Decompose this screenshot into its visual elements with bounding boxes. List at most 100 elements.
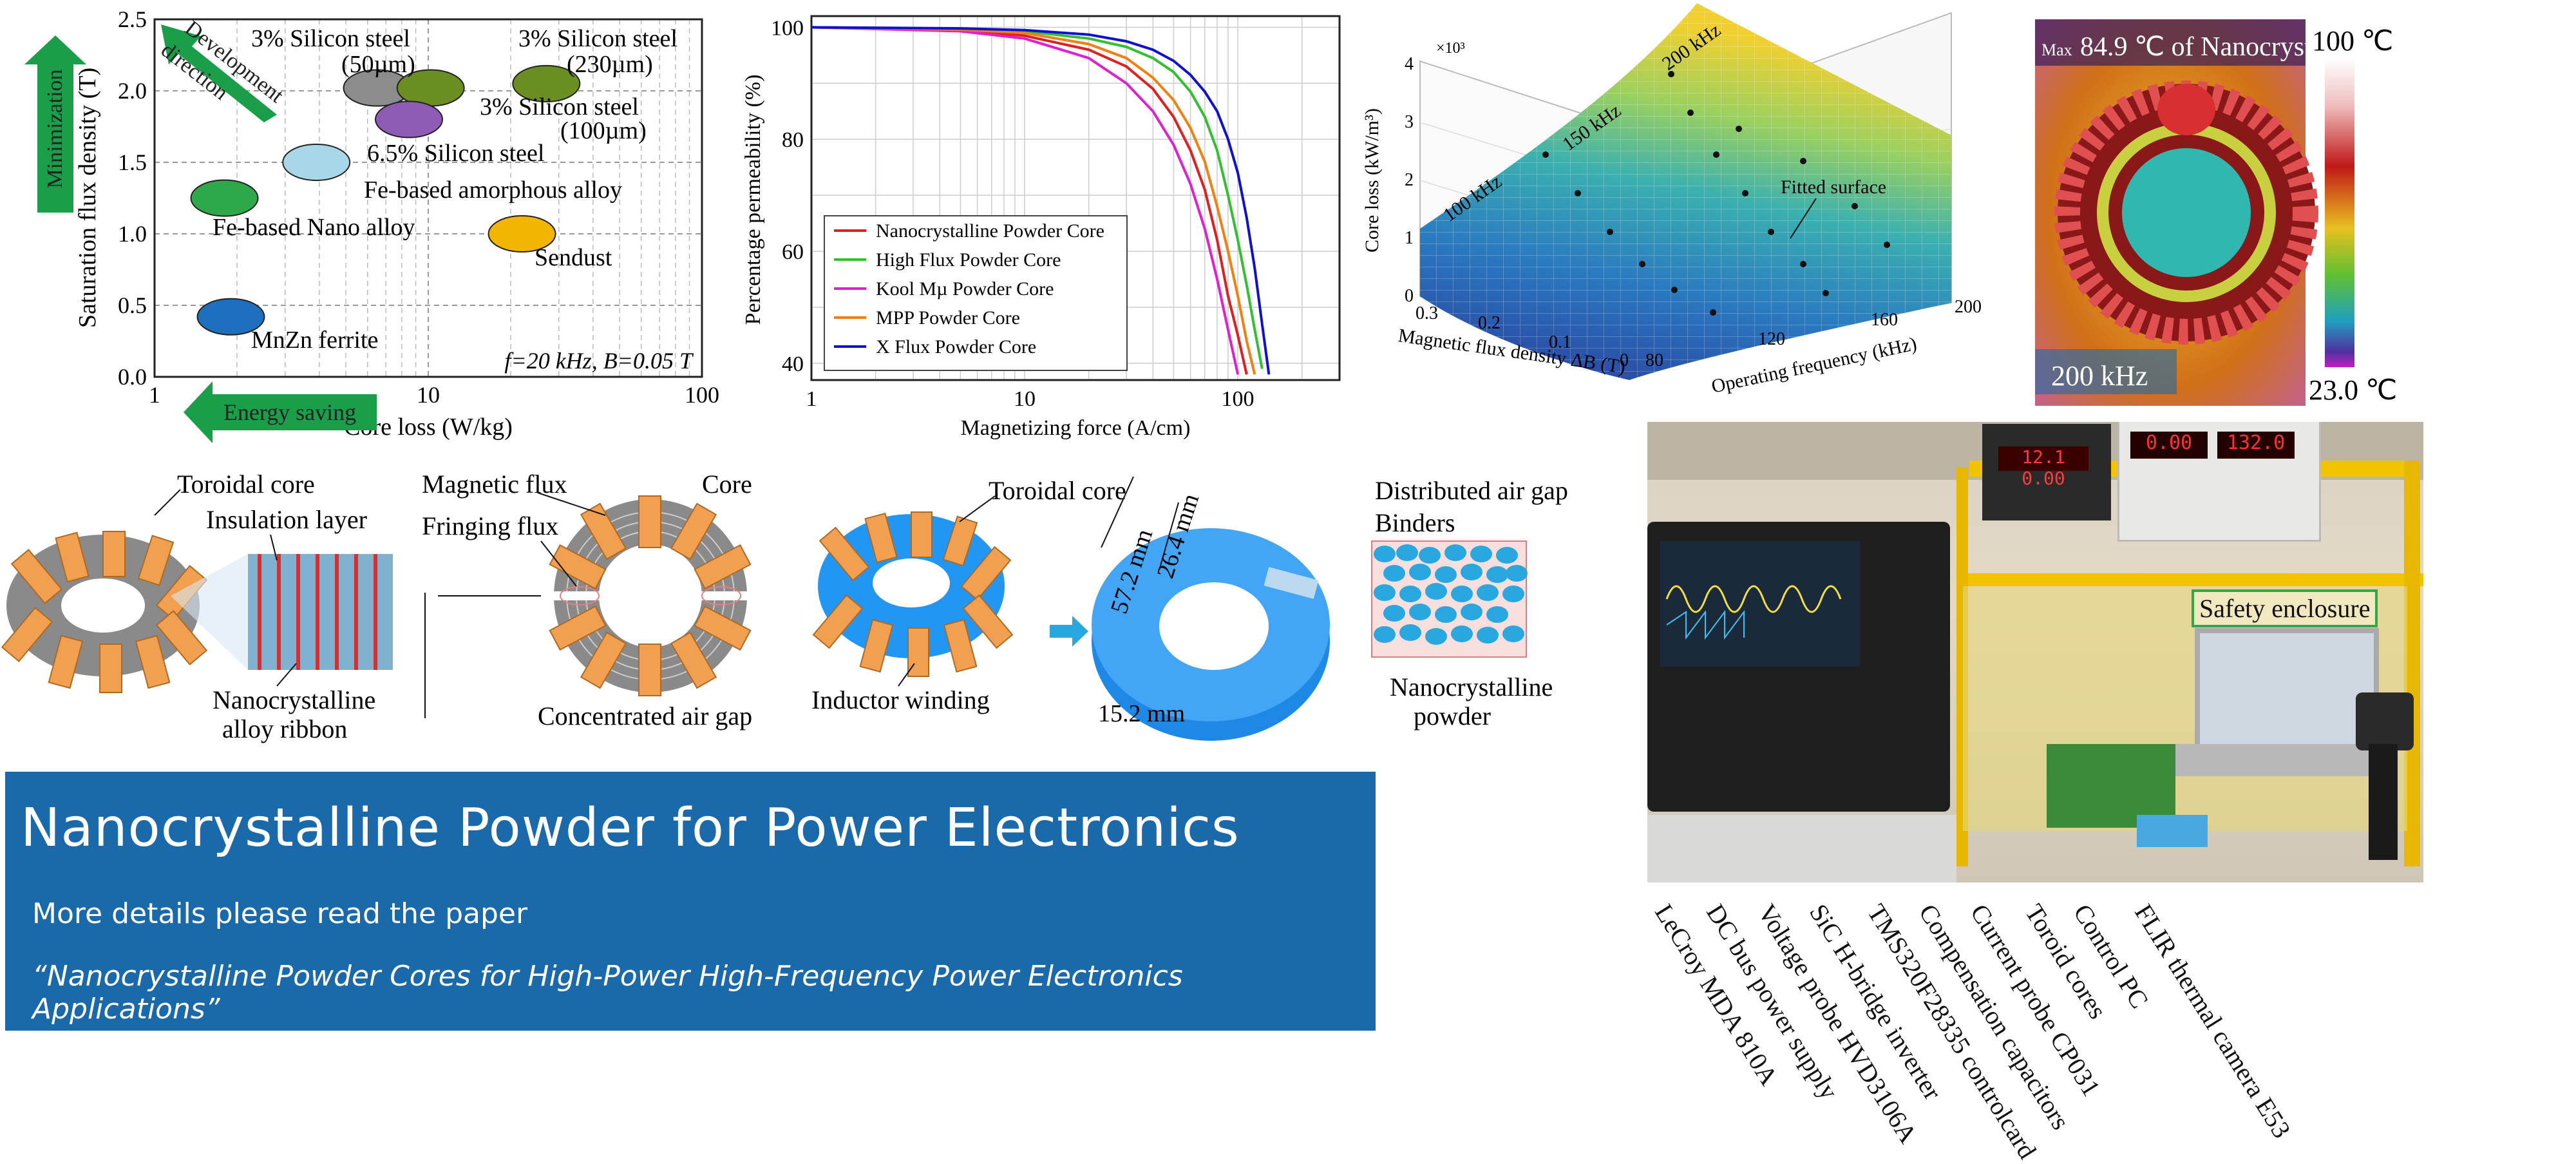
thermal-image: Max 84.9 ℃ of Nanocrystalline 200 kHz 10… [2035,19,2434,406]
legend [824,215,1128,371]
svg-text:120: 120 [1758,329,1785,349]
material-label: MnZn ferrite [251,327,378,354]
thermal-max-label: 84.9 ℃ of Nanocrystalline [2080,32,2372,62]
powder-particle [1502,625,1524,642]
core-loss-3d-chart: 100 kHz 150 kHz 200 kHz Fitted surface ×… [1352,0,2022,412]
svg-text:powder: powder [1414,701,1491,730]
svg-text:0.1: 0.1 [1549,332,1571,352]
condition-label: f=20 kHz, B=0.05 T [504,348,694,374]
material-marker [282,144,351,181]
svg-text:80: 80 [1645,350,1663,370]
material-label: Fe-based amorphous alloy [364,177,622,204]
x-tick-label: 10 [1014,387,1036,411]
y-axis-label: Saturation flux density (T) [74,68,101,328]
svg-text:Nanocrystalline: Nanocrystalline [213,685,375,714]
powder-particle [1383,605,1405,622]
y-tick-label: 60 [782,240,804,264]
powder-particle [1409,604,1431,620]
permeability-chart-svg: 1 10 100 40 60 80 100 Nanocrystalline Powder C… [741,15,1341,440]
material-label: 3% Silicon steel [251,25,410,52]
saturation-chart: 1 10 100 0.0 0.5 1.0 1.5 2.0 2.5 3% Silicon stee… [0,0,728,451]
powder-particle [1435,606,1457,623]
powder-particle [1374,546,1396,562]
svg-text:Core: Core [702,470,752,499]
svg-text:Insulation layer: Insulation layer [206,505,367,534]
svg-text:0.3: 0.3 [1416,303,1438,323]
x-tick-label: 1 [149,382,160,408]
powder-particle [1486,566,1508,583]
powder-particle [1461,564,1482,580]
svg-text:Inductor winding: Inductor winding [811,685,990,714]
plot-frame [810,15,1341,381]
svg-text:1: 1 [1405,228,1414,248]
y-tick-label: 1.0 [118,221,147,247]
svg-text:alloy ribbon: alloy ribbon [222,714,347,743]
y-tick-label: 80 [782,128,804,152]
x-tick-label: 100 [1222,387,1255,411]
series-line [811,26,1248,375]
material-label: (100µm) [560,117,647,144]
temperature-scale [2325,58,2354,367]
y-tick-label: 2.5 [118,6,147,32]
powder-particle [1374,584,1396,601]
powder-particle [1419,547,1441,564]
svg-text:3: 3 [1405,112,1414,132]
material-marker [196,298,265,336]
svg-text:Energy saving: Energy saving [223,399,356,425]
legend-entry: X Flux Powder Core [876,336,1036,358]
y-tick-label: 0.5 [118,292,147,318]
series-line [811,26,1264,369]
material-label: 3% Silicon steel [518,25,677,52]
svg-text:15.2 mm: 15.2 mm [1098,700,1185,727]
svg-text:Concentrated air gap: Concentrated air gap [538,701,752,730]
powder-particle [1374,626,1396,643]
energy-saving-arrow: Energy saving [184,381,377,443]
svg-text:Binders: Binders [1375,508,1455,537]
dc-power-supply [1982,424,2111,520]
plot-frame [153,18,703,378]
material-label: 3% Silicon steel [480,93,639,120]
thermal-camera [2356,692,2414,750]
x-tick-label: 1 [806,387,817,411]
title-banner: Nanocrystalline Powder for Power Electro… [5,772,1376,1031]
powder-particle [1451,625,1473,642]
powder-particle [1502,586,1524,602]
y-tick-label: 2.0 [118,78,147,104]
powder-particle [1470,546,1492,562]
material-label: (230µm) [567,51,653,78]
svg-text:Toroidal core: Toroidal core [177,470,315,499]
svg-text:Fringing flux: Fringing flux [422,511,558,540]
material-marker [488,215,556,253]
thermal-freq-label: 200 kHz [2051,360,2148,392]
svg-text:Distributed air gap: Distributed air gap [1375,476,1568,505]
material-marker [512,64,581,102]
svg-text:200: 200 [1955,297,1982,317]
powder-particle [1486,606,1508,623]
svg-text:0: 0 [1405,286,1414,306]
powder-particle [1496,547,1518,564]
legend-entry: Nanocrystalline Powder Core [876,220,1104,242]
banner-title: Nanocrystalline Powder for Power Electro… [21,797,1240,859]
paper-citation[interactable]: “Nanocrystalline Powder Cores for High-P… [32,960,1183,1026]
z-multiplier: ×10³ [1436,40,1465,57]
scale-bottom-label: 23.0 ℃ [2309,374,2397,406]
y-axis-label: Percentage permeability (%) [741,75,765,325]
svg-text:4: 4 [1405,54,1414,74]
thermal-image-svg: Max 84.9 ℃ of Nanocrystalline 200 kHz 10… [2035,19,2397,406]
powder-particle [1451,586,1473,602]
measured-points [1542,71,1890,316]
material-marker [190,179,259,217]
ribbon-layers [248,554,393,670]
svg-text:Magnetic flux: Magnetic flux [422,470,567,499]
svg-text:160: 160 [1871,310,1898,330]
material-label: (50µm) [341,51,415,78]
toroid-hole [2122,148,2251,277]
control-pc [2195,628,2379,754]
series-line [811,26,1271,375]
svg-text:0.2: 0.2 [1478,313,1501,333]
y-tick-label: 0.0 [118,364,147,390]
powder-particle [1461,604,1482,620]
safety-enclosure-label: Safety enclosure [2192,589,2378,627]
x-axis-label: Magnetizing force (A/cm) [961,416,1191,440]
material-marker [375,100,444,138]
